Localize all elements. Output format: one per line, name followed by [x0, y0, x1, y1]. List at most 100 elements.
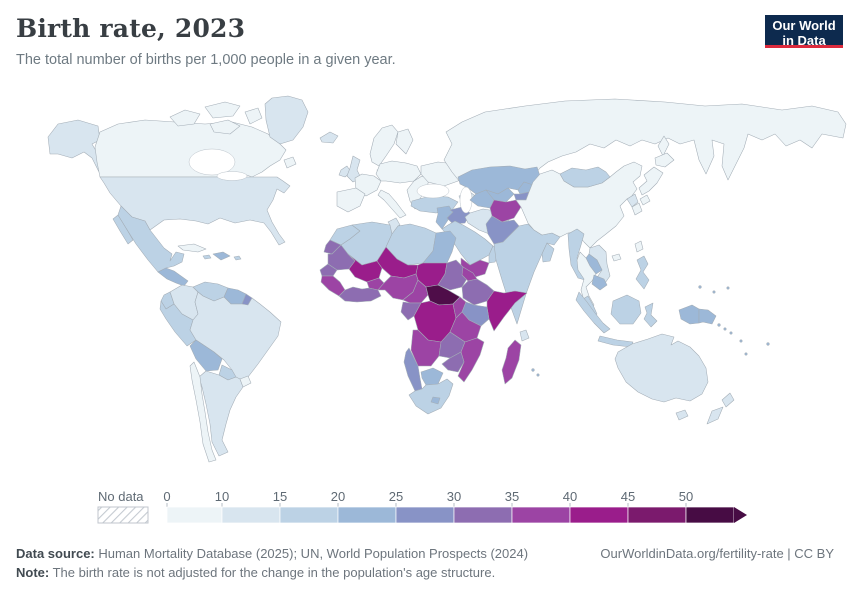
legend-bin-50-plus[interactable] [685, 506, 735, 524]
region-north-korea[interactable] [626, 193, 639, 208]
legend-bin-10-15[interactable] [221, 506, 281, 524]
region-pacific-island[interactable] [712, 290, 716, 294]
region-zimbabwe[interactable] [441, 351, 465, 373]
region-canada-arctic[interactable] [204, 101, 241, 119]
region-canada-arctic[interactable] [209, 119, 241, 135]
region-taiwan[interactable] [634, 240, 644, 253]
region-argentina[interactable] [198, 370, 244, 457]
region-pacific-island[interactable] [726, 286, 730, 290]
legend-tick-label: 35 [505, 489, 519, 504]
region-sakhalin[interactable] [657, 135, 670, 157]
region-south-africa[interactable] [408, 378, 454, 415]
region-pacific-island[interactable] [717, 323, 721, 327]
region-hainan[interactable] [611, 253, 622, 262]
data-source-label: Data source: [16, 546, 95, 561]
region-lesotho[interactable] [430, 396, 441, 405]
footer-source-note: Data source: Human Mortality Database (2… [16, 546, 528, 584]
region-madagascar[interactable] [501, 339, 522, 385]
map-legend: No data 0 10 15 20 25 30 35 40 45 50 [97, 489, 747, 524]
region-brazil[interactable] [189, 291, 282, 388]
owid-logo[interactable]: Our World in Data [765, 15, 843, 48]
region-uruguay[interactable] [239, 375, 252, 388]
region-western-sahara[interactable] [323, 239, 342, 255]
region-chile[interactable] [189, 361, 217, 463]
legend-tick-label: 45 [621, 489, 635, 504]
region-puerto-rico[interactable] [233, 255, 242, 261]
legend-bin-30-35[interactable] [453, 506, 513, 524]
owid-logo-line1: Our World [772, 18, 836, 33]
legend-no-data-swatch[interactable] [97, 506, 149, 524]
region-senegal[interactable] [319, 263, 338, 277]
region-papua-new-guinea[interactable] [698, 308, 717, 325]
legend-bin-35-40[interactable] [511, 506, 571, 524]
footer-link[interactable]: OurWorldinData.org/fertility-rate | CC B… [600, 546, 834, 561]
region-thailand[interactable] [576, 251, 597, 311]
legend-tick-label: 20 [331, 489, 345, 504]
region-cuba[interactable] [177, 243, 207, 253]
region-sri-lanka[interactable] [519, 329, 530, 342]
region-italy[interactable] [377, 189, 407, 219]
region-indian-ocean-island[interactable] [531, 368, 535, 372]
region-indian-ocean-island[interactable] [536, 373, 540, 377]
region-guinea-group[interactable] [320, 275, 346, 297]
region-greenland[interactable] [264, 95, 309, 145]
region-iberia[interactable] [336, 187, 366, 213]
region-pacific-island[interactable] [729, 331, 733, 335]
region-bangladesh[interactable] [541, 242, 555, 263]
region-west-papua[interactable] [678, 304, 700, 325]
region-sumatra[interactable] [575, 291, 611, 334]
legend-bin-20-25[interactable] [337, 506, 397, 524]
region-iceland[interactable] [319, 131, 339, 144]
region-japan[interactable] [654, 152, 675, 168]
region-pacific-island[interactable] [766, 342, 770, 346]
region-new-zealand[interactable] [706, 406, 724, 425]
region-botswana[interactable] [420, 367, 444, 386]
region-jamaica[interactable] [202, 254, 212, 260]
region-central-europe[interactable] [375, 160, 422, 184]
region-pacific-island[interactable] [698, 285, 702, 289]
legend-tick-label: 50 [679, 489, 693, 504]
region-newfoundland[interactable] [283, 156, 297, 169]
region-philippines[interactable] [635, 255, 650, 290]
region-canada[interactable] [94, 119, 287, 178]
region-uk[interactable] [346, 155, 362, 183]
region-bolivia[interactable] [189, 339, 223, 372]
region-finland[interactable] [395, 128, 414, 155]
legend-bin-15-20[interactable] [279, 506, 339, 524]
region-canada-arctic[interactable] [244, 107, 263, 125]
note-label: Note: [16, 565, 50, 580]
region-australia[interactable] [614, 333, 709, 403]
region-java[interactable] [597, 335, 634, 348]
region-cameroon[interactable] [402, 279, 429, 304]
legend-bin-45-50[interactable] [627, 506, 687, 524]
region-mongolia[interactable] [559, 166, 611, 188]
region-cambodia[interactable] [591, 274, 608, 291]
region-sulawesi[interactable] [643, 302, 658, 328]
legend-bin-0-10[interactable] [166, 506, 223, 524]
legend-bin-40-45[interactable] [569, 506, 629, 524]
region-borneo[interactable] [610, 294, 642, 325]
region-pacific-island[interactable] [744, 352, 748, 356]
owid-logo-line2: in Data [782, 33, 826, 48]
region-pacific-island[interactable] [723, 327, 727, 331]
region-south-korea[interactable] [631, 202, 643, 216]
region-japan[interactable] [639, 194, 651, 206]
chart-footer: Data source: Human Mortality Database (2… [16, 546, 834, 584]
region-somalia[interactable] [486, 290, 528, 332]
region-levant[interactable] [435, 205, 454, 230]
region-mexico[interactable] [117, 205, 185, 273]
region-new-zealand[interactable] [721, 392, 735, 408]
region-tasmania[interactable] [675, 409, 689, 421]
region-canada-arctic[interactable] [169, 109, 201, 127]
region-japan[interactable] [638, 166, 664, 196]
region-pacific-island[interactable] [739, 339, 743, 343]
region-hispaniola[interactable] [212, 251, 231, 261]
region-scandinavia[interactable] [369, 124, 399, 167]
region-central-america-north[interactable] [157, 267, 189, 287]
note-text: The birth rate is not adjusted for the c… [49, 565, 496, 580]
legend-tick-label: 25 [389, 489, 403, 504]
legend-tick-label: 10 [215, 489, 229, 504]
region-ivory-coast-ghana[interactable] [338, 286, 382, 303]
legend-bin-25-30[interactable] [395, 506, 455, 524]
